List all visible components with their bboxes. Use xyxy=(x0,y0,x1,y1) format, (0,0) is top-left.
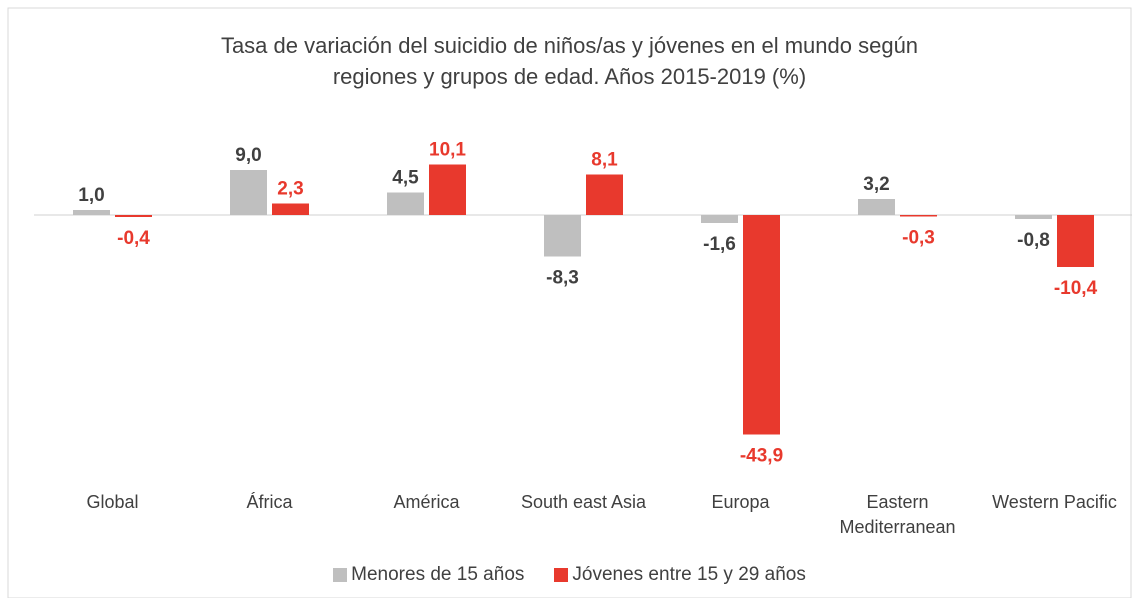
bar xyxy=(73,210,110,215)
legend-label: Menores de 15 años xyxy=(351,564,525,585)
bar xyxy=(115,215,152,217)
data-label: -1,6 xyxy=(703,234,736,255)
x-tick-label: Eastern Mediterranean xyxy=(839,492,956,537)
data-label: -43,9 xyxy=(740,446,783,467)
bar xyxy=(230,170,267,215)
data-label: 3,2 xyxy=(863,174,889,195)
data-label: -0,8 xyxy=(1017,230,1050,251)
data-label: 4,5 xyxy=(392,168,419,189)
data-label: -8,3 xyxy=(546,268,579,289)
x-tick-label: América xyxy=(393,492,460,512)
bar xyxy=(1057,215,1094,267)
data-label: 8,1 xyxy=(591,150,618,171)
bar xyxy=(1015,215,1052,219)
bar xyxy=(858,199,895,215)
legend-label: Jóvenes entre 15 y 29 años xyxy=(572,564,806,585)
legend-item: Jóvenes entre 15 y 29 años xyxy=(554,564,806,586)
bar xyxy=(544,215,581,257)
bar xyxy=(387,192,424,215)
chart-title: Tasa de variación del suicidio de niños/… xyxy=(220,33,919,89)
bar xyxy=(743,215,780,435)
data-label: -0,4 xyxy=(117,228,150,249)
data-label: 2,3 xyxy=(277,179,303,200)
frame xyxy=(7,7,1132,598)
legend-swatch xyxy=(333,568,348,582)
data-label: 1,0 xyxy=(78,185,104,206)
legend: Menores de 15 años Jóvenes entre 15 y 29 … xyxy=(0,564,1139,586)
data-label: -10,4 xyxy=(1054,278,1098,299)
legend-item: Menores de 15 años xyxy=(333,564,524,586)
bar xyxy=(900,215,937,217)
x-tick-label: South east Asia xyxy=(520,492,647,512)
data-label: 9,0 xyxy=(235,145,261,166)
x-tick-label: Europa xyxy=(711,492,770,512)
x-tick-label: Western Pacific xyxy=(992,492,1117,512)
bar xyxy=(272,203,309,215)
x-tick-label: África xyxy=(246,492,293,512)
bar xyxy=(701,215,738,223)
data-label: 10,1 xyxy=(429,140,466,161)
data-label: -0,3 xyxy=(902,228,935,249)
bar xyxy=(586,174,623,215)
legend-swatch xyxy=(554,568,569,582)
x-tick-label: Global xyxy=(86,492,139,512)
bar xyxy=(429,164,466,215)
